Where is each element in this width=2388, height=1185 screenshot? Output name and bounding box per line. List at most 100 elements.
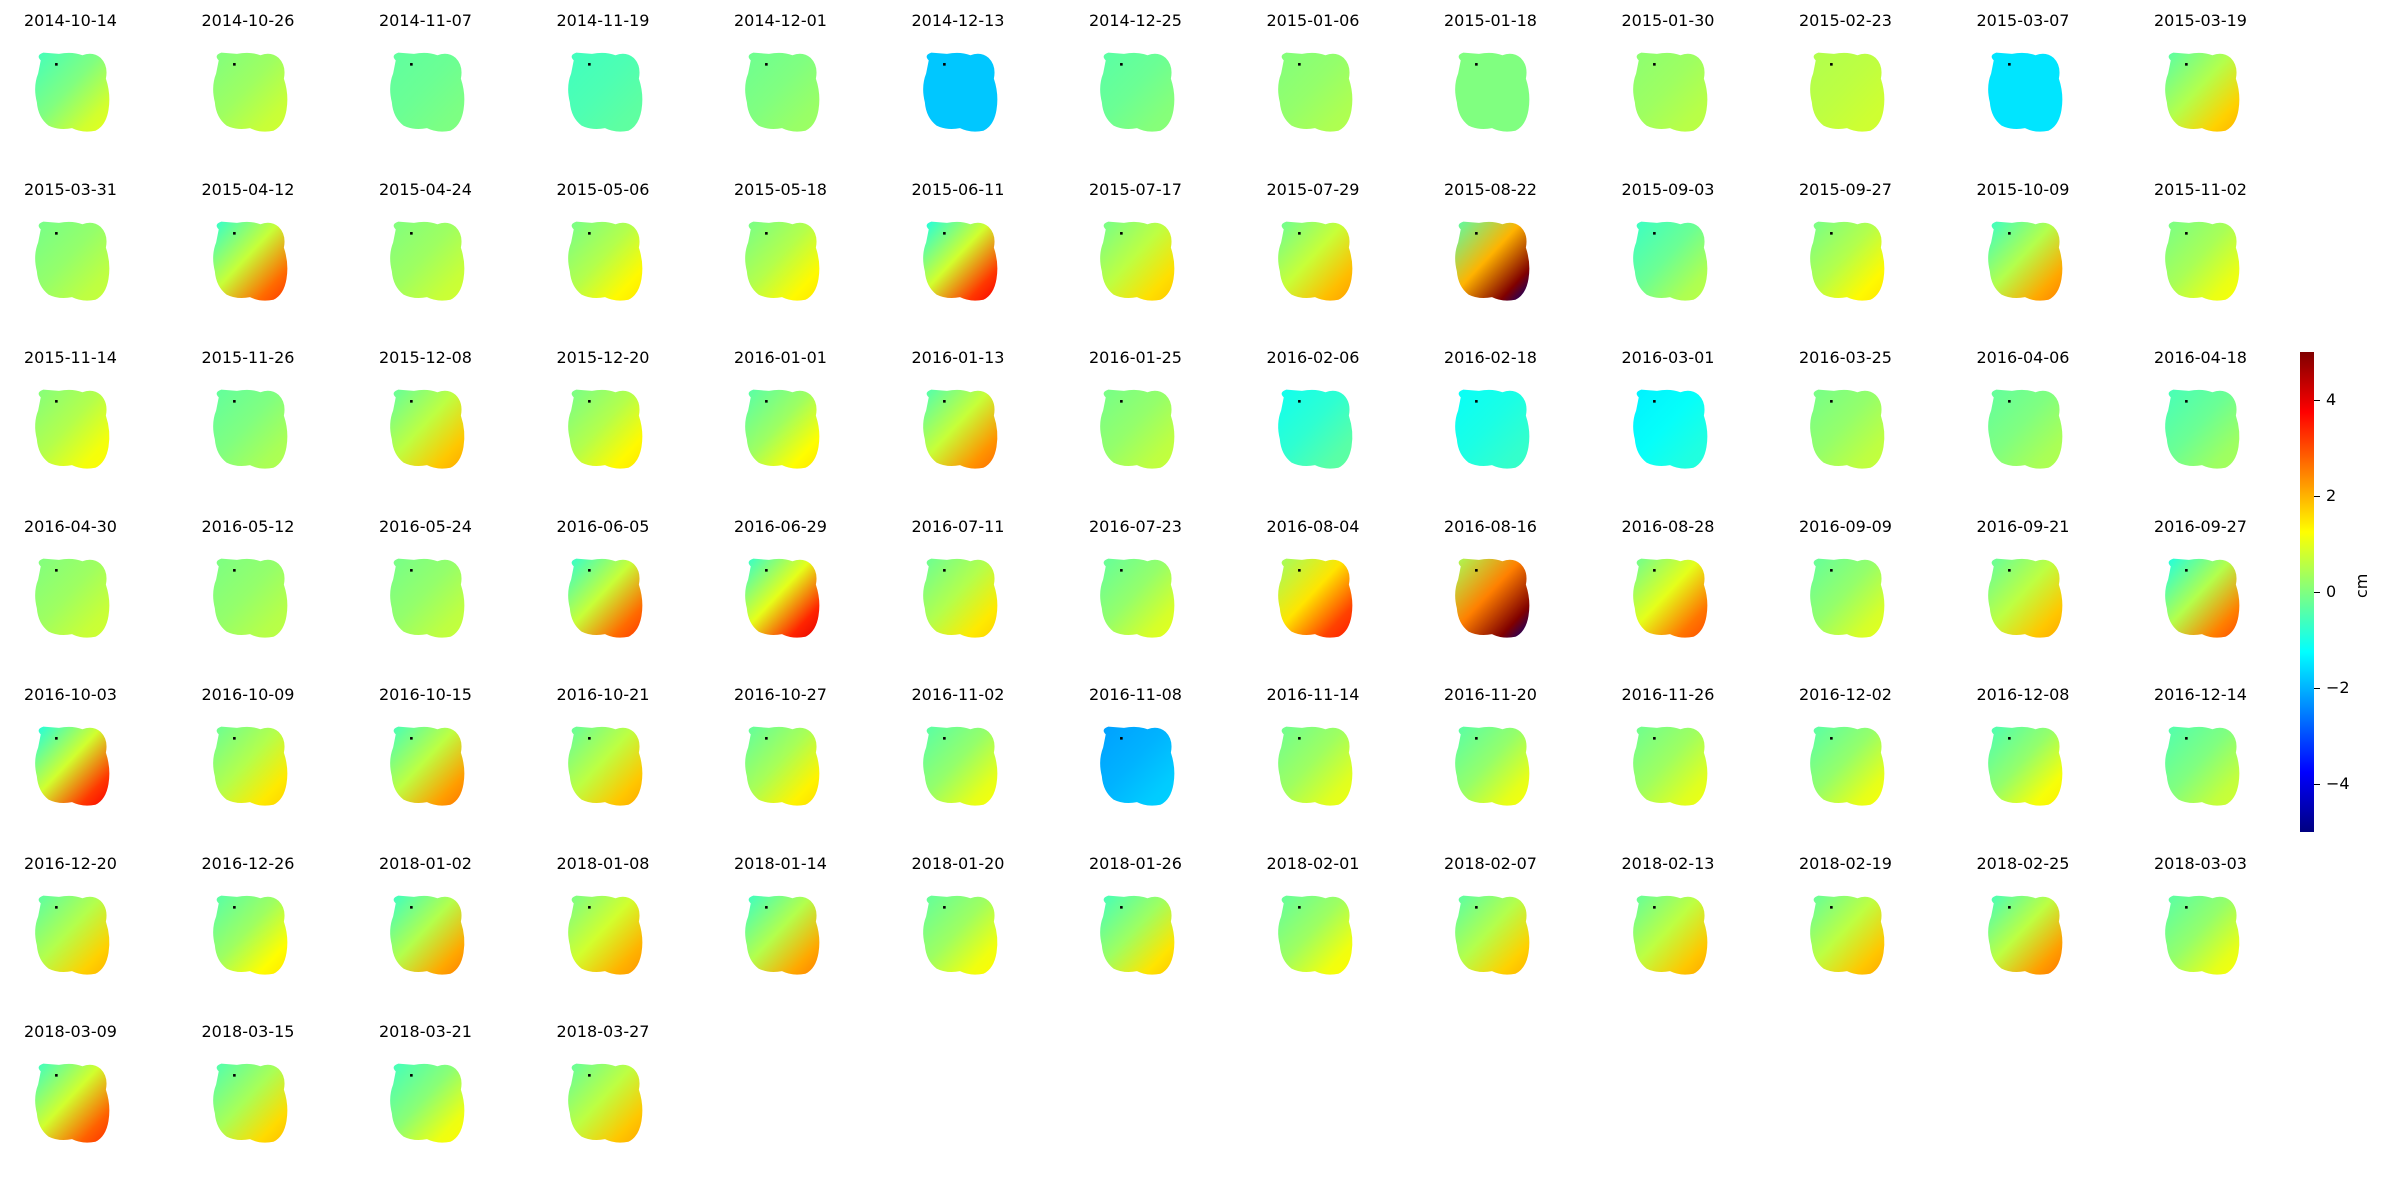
panel-date-label: 2016-01-13 xyxy=(911,348,1005,367)
displacement-field xyxy=(1277,895,1352,975)
displacement-map xyxy=(1987,389,2062,469)
displacement-map xyxy=(1632,558,1707,638)
panel: 2016-01-25 xyxy=(1089,349,1259,509)
colorbar-tick-label: −4 xyxy=(2326,774,2350,793)
panel-date-label: 2015-06-11 xyxy=(911,179,1005,199)
displacement-map xyxy=(1100,558,1175,638)
panel: 2015-04-12 xyxy=(202,180,372,341)
panel-date-label: 2016-05-24 xyxy=(379,516,472,536)
displacement-map xyxy=(1100,389,1175,469)
reference-point xyxy=(2007,63,2011,66)
displacement-field xyxy=(745,52,820,132)
displacement-map xyxy=(567,558,642,638)
displacement-map xyxy=(1987,558,2062,638)
displacement-field xyxy=(1100,221,1175,301)
displacement-field xyxy=(212,221,287,301)
colorbar-tick-label: −2 xyxy=(2326,678,2350,697)
panel: 2015-08-22 xyxy=(1444,180,1614,341)
reference-point xyxy=(2007,568,2011,572)
displacement-field xyxy=(1100,558,1175,638)
panel: 2018-01-02 xyxy=(379,854,549,1015)
panel: 2014-12-13 xyxy=(912,12,1082,172)
displacement-field xyxy=(1277,221,1352,301)
displacement-map xyxy=(745,726,820,806)
panel-date-label: 2015-10-09 xyxy=(1976,179,2070,199)
panel: 2015-05-06 xyxy=(557,180,727,341)
displacement-map xyxy=(745,221,820,301)
reference-point xyxy=(1830,568,1833,572)
displacement-map xyxy=(1455,558,1530,638)
displacement-field xyxy=(1810,558,1885,638)
displacement-field xyxy=(1810,221,1885,301)
reference-point xyxy=(765,737,768,740)
panel-date-label: 2015-01-06 xyxy=(1266,11,1360,30)
panel: 2015-05-18 xyxy=(734,180,904,341)
displacement-map xyxy=(35,52,110,132)
displacement-map xyxy=(1100,52,1175,132)
displacement-field xyxy=(1987,389,2062,469)
panel: 2016-02-18 xyxy=(1444,349,1614,509)
displacement-map xyxy=(1277,895,1352,975)
reference-point xyxy=(2185,568,2188,572)
displacement-map xyxy=(745,52,820,132)
reference-point xyxy=(942,568,946,572)
panel: 2018-02-01 xyxy=(1267,854,1437,1015)
reference-point xyxy=(765,568,768,572)
panel-date-label: 2016-10-21 xyxy=(556,685,650,704)
reference-point xyxy=(2185,231,2188,235)
reference-point xyxy=(410,400,413,403)
panel-date-label: 2014-12-13 xyxy=(911,11,1005,30)
panel: 2016-12-20 xyxy=(24,853,194,1015)
panel: 2016-10-15 xyxy=(379,686,549,846)
panel-date-label: 2016-12-20 xyxy=(24,853,117,873)
panel-date-label: 2015-02-23 xyxy=(1799,11,1892,30)
displacement-field xyxy=(1632,726,1707,806)
reference-point xyxy=(410,905,413,909)
displacement-map xyxy=(922,221,997,301)
panel: 2015-12-08 xyxy=(379,349,549,509)
displacement-map xyxy=(35,558,110,638)
panel: 2016-11-08 xyxy=(1089,686,1259,846)
reference-point xyxy=(410,737,413,740)
panel-date-label: 2016-04-18 xyxy=(2154,348,2247,367)
displacement-field xyxy=(390,221,465,301)
displacement-field xyxy=(35,221,110,301)
panel-date-label: 2015-09-03 xyxy=(1621,179,1715,199)
displacement-map xyxy=(1810,558,1885,638)
reference-point xyxy=(942,400,946,403)
panel: 2016-04-06 xyxy=(1977,349,2147,509)
displacement-map xyxy=(1277,221,1352,301)
panel-date-label: 2016-04-30 xyxy=(24,516,117,536)
displacement-field xyxy=(567,221,642,301)
reference-point xyxy=(1297,737,1301,740)
displacement-map xyxy=(212,221,287,301)
panel-date-label: 2015-11-02 xyxy=(2154,179,2247,199)
panel-date-label: 2018-02-25 xyxy=(1976,853,2070,873)
displacement-map xyxy=(390,558,465,638)
panel: 2015-07-29 xyxy=(1267,180,1437,341)
displacement-map xyxy=(1100,726,1175,806)
displacement-map xyxy=(567,895,642,975)
displacement-map xyxy=(1987,895,2062,975)
panel-date-label: 2014-11-07 xyxy=(379,11,472,30)
panel: 2015-10-09 xyxy=(1976,179,2147,341)
displacement-map xyxy=(567,221,642,301)
colorbar-tick-label: 0 xyxy=(2326,582,2337,601)
displacement-field xyxy=(1100,895,1175,975)
panel: 2015-01-18 xyxy=(1444,12,1614,172)
panel-date-label: 2018-03-09 xyxy=(24,1022,117,1041)
panel: 2015-11-14 xyxy=(24,349,194,509)
displacement-map xyxy=(212,895,287,975)
reference-point xyxy=(1120,231,1123,235)
panel: 2014-10-26 xyxy=(202,12,372,172)
displacement-map xyxy=(1810,895,1885,975)
reference-point xyxy=(1830,905,1833,909)
reference-point xyxy=(1652,400,1656,403)
displacement-field xyxy=(922,558,997,638)
displacement-map xyxy=(390,726,465,806)
displacement-map xyxy=(212,1063,287,1143)
panel: 2018-02-07 xyxy=(1444,854,1614,1015)
panel: 2016-09-09 xyxy=(1799,517,1969,678)
reference-point xyxy=(1830,231,1833,235)
